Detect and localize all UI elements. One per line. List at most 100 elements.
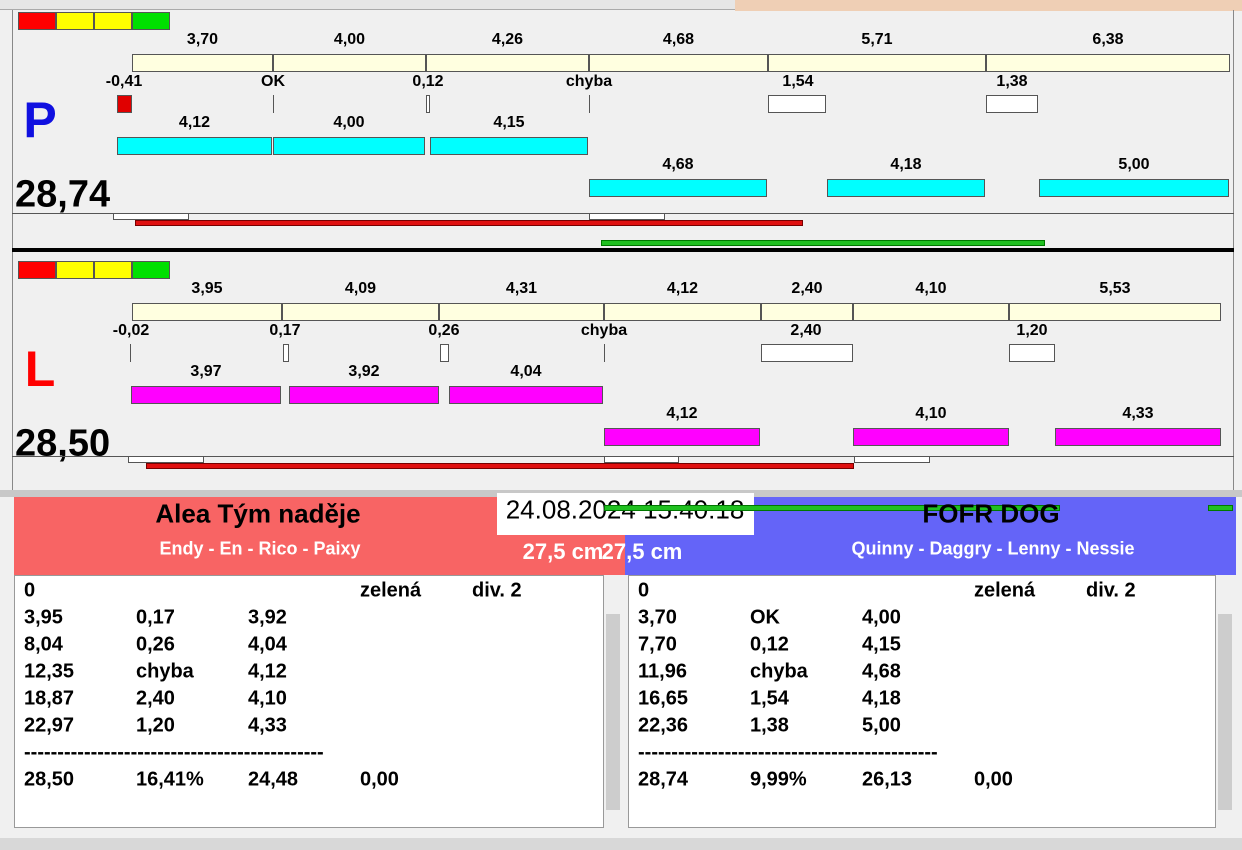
crossing-mark (1009, 344, 1055, 362)
split-bar (604, 303, 761, 321)
dog-bar (289, 386, 439, 404)
split-time: 4,00 (333, 31, 366, 48)
log-cell: 11,96 (638, 660, 687, 683)
log-cell: 0,26 (136, 633, 175, 656)
split-time: 4,26 (491, 31, 524, 48)
crossing-tick (589, 95, 590, 113)
status-strip (735, 0, 1242, 11)
crossing-tick (273, 95, 274, 113)
dog-bar (1055, 428, 1221, 446)
split-bar (589, 54, 768, 72)
split-bar (768, 54, 986, 72)
status-light (56, 261, 94, 279)
log-cell: chyba (750, 660, 808, 683)
log-cell: 1,20 (136, 714, 175, 737)
split-bar (986, 54, 1230, 72)
log-cell: 4,12 (248, 660, 287, 683)
crossing-time: 1,38 (996, 73, 1028, 90)
log-summary: 26,13 (862, 768, 913, 791)
log-header: zelená (360, 579, 422, 602)
dog-bar (117, 137, 272, 155)
track-marker (113, 213, 189, 220)
crossing-time: -0,41 (105, 73, 143, 90)
log-summary: 0,00 (360, 768, 399, 791)
status-light (132, 261, 170, 279)
log-cell: 2,40 (136, 687, 175, 710)
lane-letter: L (24, 341, 56, 397)
dog-time: 4,68 (662, 156, 694, 173)
dog-time: 4,00 (333, 114, 365, 131)
log-cell: 0,12 (750, 633, 789, 656)
split-time: 4,10 (915, 280, 947, 297)
dog-bar (273, 137, 425, 155)
lane-separator (12, 248, 1234, 252)
log-cell: 4,04 (248, 633, 287, 656)
dog-time: 5,00 (1118, 156, 1150, 173)
log-separator: ----------------------------------------… (638, 741, 938, 764)
log-cell: 3,95 (24, 606, 63, 629)
log-cell: 0,17 (136, 606, 175, 629)
track-green (1208, 505, 1233, 511)
dog-time: 4,33 (1122, 405, 1154, 422)
status-light (56, 12, 94, 30)
dog-bar (604, 428, 760, 446)
crossing-mark (426, 95, 430, 113)
lane-total: 28,74 (15, 173, 111, 216)
log-header: 0 (638, 579, 650, 602)
dog-time: 4,12 (666, 405, 698, 422)
split-bar (439, 303, 604, 321)
split-time: 2,40 (791, 280, 823, 297)
crossing-time: -0,02 (112, 322, 150, 339)
dog-bar (449, 386, 603, 404)
log-cell: 4,18 (862, 687, 901, 710)
status-bar (0, 838, 1242, 850)
status-light (94, 12, 132, 30)
crossing-mark (283, 344, 289, 362)
lane-total: 28,50 (15, 422, 111, 465)
log-cell: 16,65 (638, 687, 689, 710)
crossing-time: OK (261, 73, 285, 90)
crossing-mark (761, 344, 853, 362)
split-time: 6,38 (1092, 31, 1124, 48)
log-header: zelená (974, 579, 1036, 602)
log-summary: 28,74 (638, 768, 689, 791)
track-marker (604, 456, 679, 463)
log-cell: 3,92 (248, 606, 287, 629)
log-cell: 3,70 (638, 606, 677, 629)
lane-panel (12, 10, 1234, 248)
log-cell: 22,97 (24, 714, 75, 737)
crossing-mark (117, 95, 132, 113)
log-cell: chyba (136, 660, 194, 683)
log-right (628, 575, 1216, 828)
tab-strip (0, 0, 735, 10)
split-bar (273, 54, 426, 72)
log-cell: 12,35 (24, 660, 75, 683)
split-bar (1009, 303, 1221, 321)
dog-time: 4,15 (493, 114, 525, 131)
crossing-tick (130, 344, 131, 362)
log-cell: 4,33 (248, 714, 287, 737)
team-panel-left (14, 497, 497, 575)
log-cell: OK (750, 606, 780, 629)
status-light (18, 12, 56, 30)
log-cell: 4,10 (248, 687, 287, 710)
scroll-thumb[interactable] (606, 614, 620, 810)
log-summary: 24,48 (248, 768, 299, 791)
scroll-thumb[interactable] (1218, 614, 1232, 810)
dog-bar (131, 386, 281, 404)
log-cell: 4,68 (862, 660, 901, 683)
team-dogs: Quinny - Daggry - Lenny - Nessie (851, 538, 1135, 559)
dog-time: 3,97 (190, 363, 222, 380)
log-cell: 8,04 (24, 633, 63, 656)
crossing-mark (768, 95, 826, 113)
log-cell: 1,54 (750, 687, 789, 710)
split-time: 5,71 (861, 31, 893, 48)
log-summary: 9,99% (750, 768, 807, 791)
split-time: 4,09 (344, 280, 377, 297)
log-cell: 5,00 (862, 714, 901, 737)
crossing-mark (440, 344, 449, 362)
log-cell: 4,15 (862, 633, 901, 656)
log-summary: 0,00 (974, 768, 1013, 791)
log-header: div. 2 (1086, 579, 1136, 602)
